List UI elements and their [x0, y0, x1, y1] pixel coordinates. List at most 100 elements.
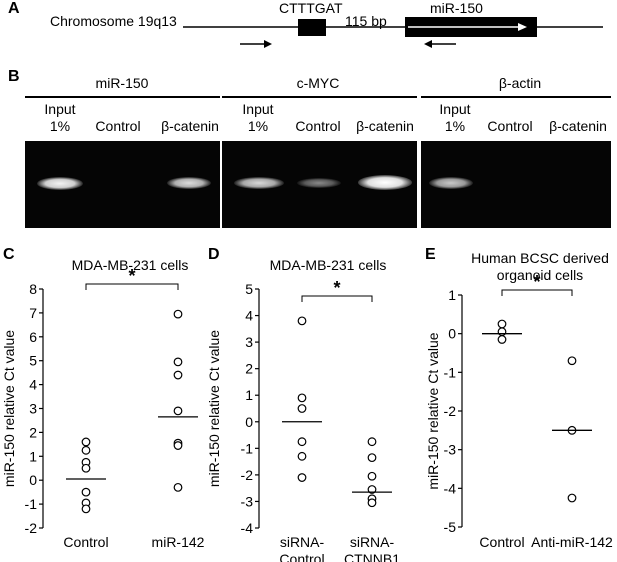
- chart-d-x-label-line: siRNA-: [350, 534, 395, 550]
- chart-c-y-tick-label: 4: [29, 377, 37, 393]
- chart-c-x-label: Control: [63, 534, 108, 550]
- chart-d-data-point: [297, 316, 307, 326]
- chart-e-significance-bracket: [501, 289, 573, 296]
- chart-c-y-tick-label: 5: [29, 353, 37, 369]
- chart-d-significance-star: *: [333, 278, 340, 298]
- chart-d-data-point: [297, 404, 307, 413]
- gel3-lane-bcatenin: β-catenin: [549, 118, 607, 134]
- forward-primer-arrowhead: [264, 40, 272, 48]
- chart-e-data-point: [497, 327, 507, 337]
- chart-c-data-point: [173, 482, 183, 492]
- chart-d-data-point: [367, 485, 377, 494]
- chart-d-data-point: [367, 437, 377, 447]
- gel2-band-input: [234, 177, 284, 189]
- gel3-lane-input: Input 1%: [439, 101, 471, 134]
- chart-c-significance-star: *: [128, 266, 135, 286]
- binding-site-box: [298, 19, 326, 36]
- chart-d-y-tick-label: 5: [245, 281, 253, 297]
- chart-d-x-label-line: Control: [279, 551, 324, 562]
- chart-e-y-label: miR-150 relative Ct value: [425, 332, 441, 489]
- chart-d-data-point: [367, 471, 377, 481]
- chart-d-data-point: [297, 393, 307, 403]
- gel1-lane-bcatenin: β-catenin: [161, 118, 219, 134]
- chart-e-y-tick-label: -3: [444, 442, 457, 458]
- chart-e-title-line: organoid cells: [497, 267, 583, 283]
- gel-image-cmyc: [222, 141, 417, 228]
- gel-title-rule-cmyc: [222, 96, 417, 98]
- gel2-lane-bcatenin: β-catenin: [356, 118, 414, 134]
- chart-d-data-point: [297, 451, 307, 461]
- panel-b-letter: B: [8, 68, 20, 85]
- gel1-band-input: [37, 177, 83, 190]
- gel-image-mir150: [25, 141, 220, 228]
- chart-d-y-tick-label: 0: [245, 414, 253, 430]
- chart-c-data-point: [81, 437, 91, 447]
- chart-c-y-tick-label: 0: [29, 472, 37, 488]
- gel1-lane-input: Input 1%: [44, 101, 76, 134]
- chart-e-x-label: Anti-miR-142: [531, 534, 613, 550]
- chart-d-title: MDA-MB-231 cells: [270, 257, 387, 273]
- chart-e-y-tick-label: 1: [448, 287, 456, 303]
- chart-c-y-tick-label: 2: [29, 424, 37, 440]
- chart-c-data-point: [173, 370, 183, 380]
- gel2-lane-input: Input 1%: [242, 101, 274, 134]
- distance-label: 115 bp: [345, 13, 387, 29]
- chart-d-data-point: [297, 437, 307, 447]
- chart-c-data-point: [81, 445, 91, 455]
- chart-c-data-point: [81, 504, 91, 514]
- chart-e-data-point: [497, 319, 507, 329]
- panel-c-letter: C: [3, 246, 15, 263]
- chart-e-data-point: [497, 335, 507, 344]
- gel-title-mir150: miR-150: [95, 75, 149, 91]
- chart-c-significance-bracket: [85, 283, 179, 290]
- chart-c-data-point: [81, 487, 91, 497]
- chart-d-x-label-line: siRNA-: [280, 534, 325, 550]
- chart-c-data-point: [173, 357, 183, 367]
- gel2-lane-control: Control: [295, 118, 341, 134]
- gel-title-bactin: β-actin: [498, 75, 542, 91]
- gel-title-rule-bactin: [421, 96, 611, 98]
- gel-image-bactin: [421, 141, 611, 228]
- chart-e-x-label: Control: [479, 534, 524, 550]
- chart-d-data-point: [297, 473, 307, 482]
- chart-d-data-point: [367, 498, 377, 508]
- mir150-transcript-arrowhead: [518, 23, 527, 31]
- gel3-band-input: [429, 177, 473, 189]
- chromosome-label: Chromosome 19q13: [50, 13, 177, 29]
- chart-e-y-tick-label: -1: [444, 364, 457, 380]
- chart-c-y-label: miR-150 relative Ct value: [1, 330, 17, 487]
- chart-d-data-point: [367, 453, 377, 463]
- chart-e-y-tick-label: 0: [448, 326, 456, 342]
- chart-e-data-point: [567, 493, 577, 503]
- chart-d-y-label: miR-150 relative Ct value: [206, 330, 222, 487]
- chart-e-significance-star: *: [533, 272, 540, 292]
- chart-d-y-tick-label: 4: [245, 308, 253, 324]
- gel1-band-bcatenin: [167, 177, 211, 189]
- reverse-primer-arrowhead: [424, 40, 432, 48]
- chart-c-x-label: miR-142: [152, 534, 205, 550]
- chart-c-data-point: [81, 463, 91, 473]
- gel2-band-bcatenin: [358, 175, 412, 190]
- panel-d-letter: D: [208, 246, 220, 263]
- chart-d-y-tick-label: -4: [241, 520, 254, 536]
- chart-d-y-tick-label: 3: [245, 334, 253, 350]
- gel2-band-control: [297, 178, 341, 188]
- gel1-lane-control: Control: [95, 118, 141, 134]
- chart-d-y-tick-label: 1: [245, 387, 253, 403]
- panel-e-letter: E: [425, 246, 436, 263]
- chart-e-y-tick-label: -4: [444, 480, 457, 496]
- gel-title-rule-mir150: [25, 96, 220, 98]
- motif-label: CTTTGAT: [279, 0, 343, 16]
- chart-d-y-tick-label: 2: [245, 361, 253, 377]
- chart-e-y-tick-label: -5: [444, 519, 457, 535]
- chart-c-title: MDA-MB-231 cells: [72, 257, 189, 273]
- gel-title-cmyc: c-MYC: [296, 75, 340, 91]
- chart-e-data-point: [567, 356, 577, 366]
- chart-c-y-tick-label: 8: [29, 281, 37, 297]
- panel-a-letter: A: [8, 0, 20, 17]
- gene-label: miR-150: [430, 0, 483, 16]
- chart-c-y-tick-label: -1: [25, 496, 38, 512]
- chart-d-significance-bracket: [301, 295, 373, 302]
